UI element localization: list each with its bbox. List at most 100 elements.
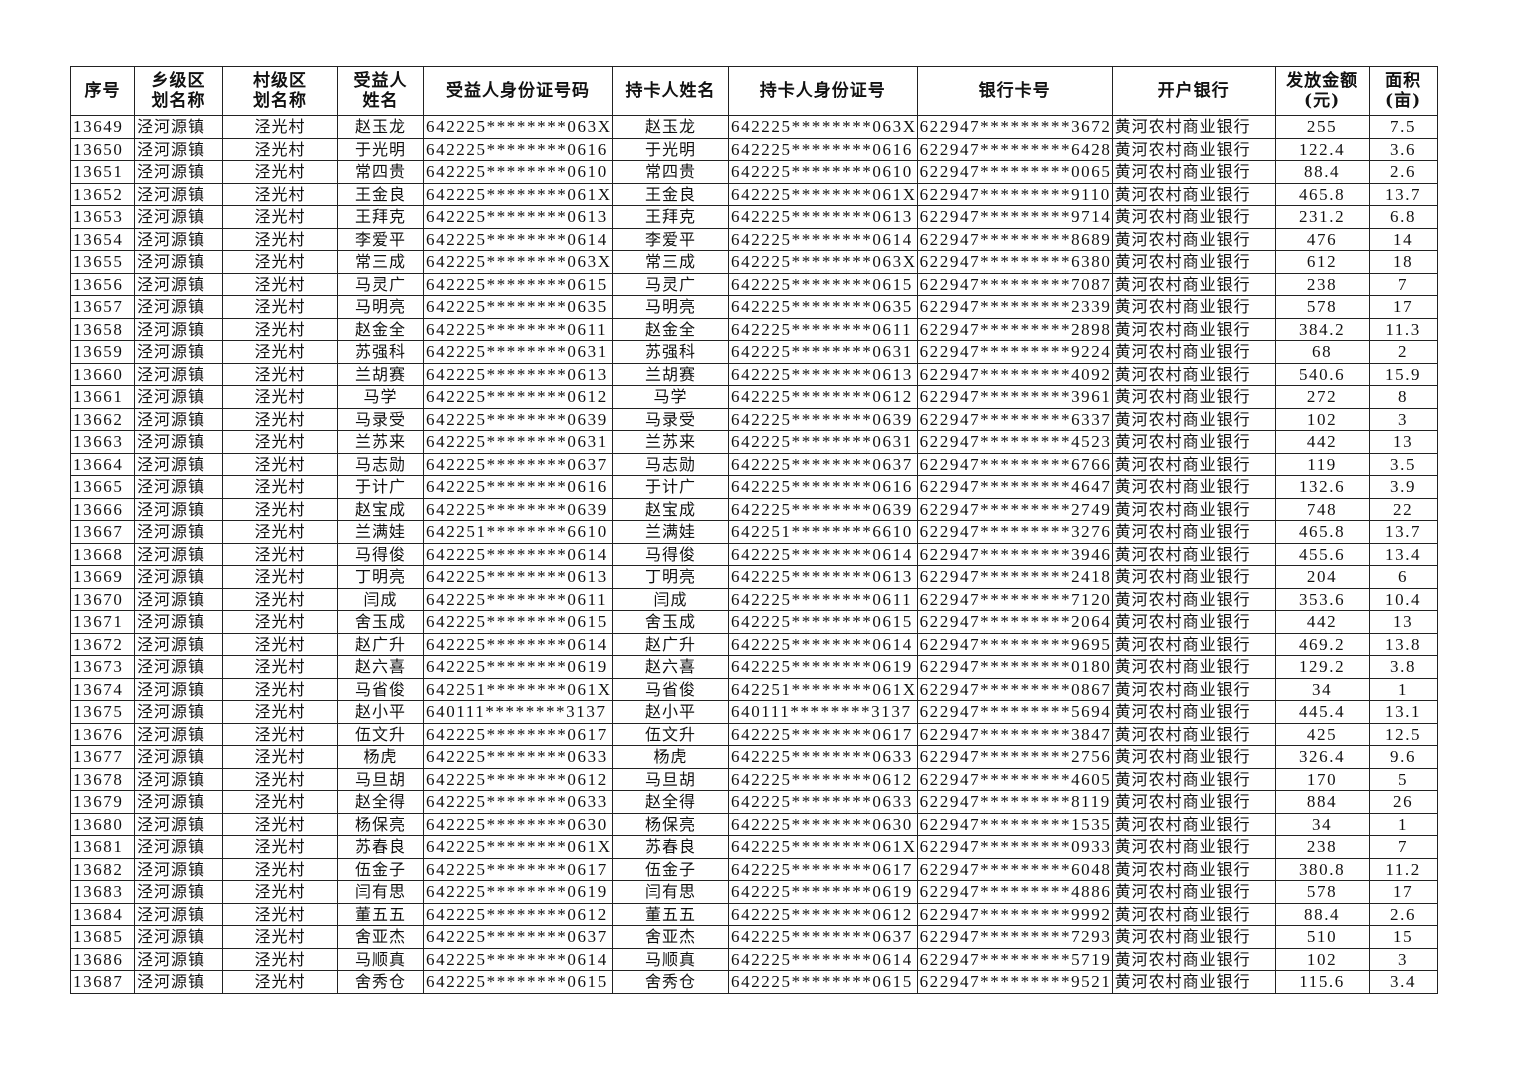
col-village-cell: 泾光村 bbox=[222, 857, 338, 881]
col-area-cell: 3.4 bbox=[1368, 970, 1438, 994]
col-cardholder-id-cell: 642225********0617 bbox=[728, 722, 918, 746]
col-cardholder-id-cell: 642225********0619 bbox=[728, 880, 918, 904]
col-seq-cell: 13656 bbox=[70, 272, 135, 296]
col-bank-cell: 黄河农村商业银行 bbox=[1111, 205, 1276, 229]
col-bank-card-cell: 622947*********7293 bbox=[916, 925, 1113, 949]
col-beneficiary-name-cell: 赵小平 bbox=[337, 700, 424, 724]
col-bank-cell: 黄河农村商业银行 bbox=[1111, 542, 1276, 566]
col-village-cell: 泾光村 bbox=[222, 925, 338, 949]
table-row: 13655 泾河源镇 泾光村 常三成 642225********063X 常三成 6422… bbox=[70, 250, 1438, 274]
col-village-cell: 泾光村 bbox=[222, 632, 338, 656]
col-cardholder-id-cell: 642225********0616 bbox=[728, 475, 918, 499]
col-amount-cell: 442 bbox=[1274, 430, 1370, 454]
col-township-cell: 泾河源镇 bbox=[134, 520, 223, 544]
col-cardholder-id-cell: 642225********0637 bbox=[728, 925, 918, 949]
col-area-cell: 3 bbox=[1368, 947, 1438, 971]
col-bank-card-cell: 622947*********6337 bbox=[916, 407, 1113, 431]
table-row: 13650 泾河源镇 泾光村 于光明 642225********0616 于光明 6422… bbox=[70, 137, 1438, 161]
table-row: 13682 泾河源镇 泾光村 伍金子 642225********0617 伍金子 6422… bbox=[70, 857, 1438, 881]
col-beneficiary-name-cell: 马顺真 bbox=[337, 947, 424, 971]
col-seq-cell: 13687 bbox=[70, 970, 135, 994]
col-area-cell: 17 bbox=[1368, 880, 1438, 904]
col-cardholder-name-cell: 马志勋 bbox=[612, 452, 729, 476]
col-bank-card-cell: 622947*********2339 bbox=[916, 295, 1113, 319]
col-township-cell: 泾河源镇 bbox=[134, 902, 223, 926]
col-cardholder-id-cell: 642225********0614 bbox=[728, 632, 918, 656]
col-amount-cell: 119 bbox=[1274, 452, 1370, 476]
col-village-cell: 泾光村 bbox=[222, 902, 338, 926]
col-cardholder-id-cell: 642225********063X bbox=[728, 250, 918, 274]
col-bank-cell: 黄河农村商业银行 bbox=[1111, 745, 1276, 769]
col-cardholder-id-cell: 642225********0613 bbox=[728, 205, 918, 229]
col-seq-cell: 13675 bbox=[70, 700, 135, 724]
table-row: 13651 泾河源镇 泾光村 常四贵 642225********0610 常四贵 6422… bbox=[70, 160, 1438, 184]
col-area-cell: 13.1 bbox=[1368, 700, 1438, 724]
col-beneficiary-id-cell: 642225********0631 bbox=[423, 430, 613, 454]
table-row: 13667 泾河源镇 泾光村 兰满娃 642251********6610 兰满娃 6422… bbox=[70, 520, 1438, 544]
col-cardholder-name-cell: 舍秀仓 bbox=[612, 970, 729, 994]
table-row: 13676 泾河源镇 泾光村 伍文升 642225********0617 伍文升 6422… bbox=[70, 722, 1438, 746]
col-bank-card-cell: 622947*********4605 bbox=[916, 767, 1113, 791]
table-row: 13683 泾河源镇 泾光村 闫有思 642225********0619 闫有思 6422… bbox=[70, 880, 1438, 904]
col-bank-cell: 黄河农村商业银行 bbox=[1111, 835, 1276, 859]
col-bank-card-cell: 622947*********5694 bbox=[916, 700, 1113, 724]
col-cardholder-name-cell: 赵玉龙 bbox=[612, 115, 729, 139]
col-village-cell: 泾光村 bbox=[222, 610, 338, 634]
col-village-cell: 泾光村 bbox=[222, 542, 338, 566]
col-bank-card-cell: 622947*********3961 bbox=[916, 385, 1113, 409]
col-area-cell: 7.5 bbox=[1368, 115, 1438, 139]
col-cardholder-name-cell: 李爱平 bbox=[612, 227, 729, 251]
col-bank-card-cell: 622947*********2756 bbox=[916, 745, 1113, 769]
col-bank-card-cell: 622947*********2418 bbox=[916, 565, 1113, 589]
col-cardholder-id-cell: 642225********0635 bbox=[728, 295, 918, 319]
col-seq-header: 序号 bbox=[70, 66, 135, 116]
col-beneficiary-name-cell: 马灵广 bbox=[337, 272, 424, 296]
col-bank-card-cell: 622947*********0867 bbox=[916, 677, 1113, 701]
col-bank-cell: 黄河农村商业银行 bbox=[1111, 587, 1276, 611]
col-beneficiary-name-cell: 舍秀仓 bbox=[337, 970, 424, 994]
col-amount-cell: 476 bbox=[1274, 227, 1370, 251]
col-township-cell: 泾河源镇 bbox=[134, 430, 223, 454]
col-seq-cell: 13680 bbox=[70, 812, 135, 836]
col-area-cell: 13 bbox=[1368, 610, 1438, 634]
col-bank-cell: 黄河农村商业银行 bbox=[1111, 182, 1276, 206]
col-bank-cell: 黄河农村商业银行 bbox=[1111, 812, 1276, 836]
col-seq-cell: 13657 bbox=[70, 295, 135, 319]
col-area-cell: 6.8 bbox=[1368, 205, 1438, 229]
col-beneficiary-id-cell: 642225********0639 bbox=[423, 407, 613, 431]
col-amount-cell: 231.2 bbox=[1274, 205, 1370, 229]
col-township-cell: 泾河源镇 bbox=[134, 767, 223, 791]
col-village-cell: 泾光村 bbox=[222, 745, 338, 769]
table-row: 13654 泾河源镇 泾光村 李爱平 642225********0614 李爱平 6422… bbox=[70, 227, 1438, 251]
col-township-cell: 泾河源镇 bbox=[134, 227, 223, 251]
col-bank-card-cell: 622947*********7087 bbox=[916, 272, 1113, 296]
col-beneficiary-id-cell: 642225********0619 bbox=[423, 880, 613, 904]
col-cardholder-name-cell: 闫成 bbox=[612, 587, 729, 611]
col-beneficiary-id-cell: 642225********0612 bbox=[423, 385, 613, 409]
col-cardholder-id-cell: 642225********0612 bbox=[728, 902, 918, 926]
col-beneficiary-id-cell: 642225********0616 bbox=[423, 475, 613, 499]
col-beneficiary-id-cell: 642225********0635 bbox=[423, 295, 613, 319]
col-beneficiary-id-cell: 642225********0630 bbox=[423, 812, 613, 836]
col-seq-cell: 13651 bbox=[70, 160, 135, 184]
col-amount-cell: 425 bbox=[1274, 722, 1370, 746]
col-beneficiary-name-cell: 赵全得 bbox=[337, 790, 424, 814]
col-area-cell: 22 bbox=[1368, 497, 1438, 521]
col-area-cell: 17 bbox=[1368, 295, 1438, 319]
col-cardholder-id-cell: 642225********0639 bbox=[728, 407, 918, 431]
col-cardholder-name-header: 持卡人姓名 bbox=[612, 66, 729, 116]
col-seq-cell: 13669 bbox=[70, 565, 135, 589]
col-township-cell: 泾河源镇 bbox=[134, 677, 223, 701]
col-seq-cell: 13683 bbox=[70, 880, 135, 904]
table-row: 13658 泾河源镇 泾光村 赵金全 642225********0611 赵金全 6422… bbox=[70, 317, 1438, 341]
col-amount-cell: 129.2 bbox=[1274, 655, 1370, 679]
col-beneficiary-id-cell: 642225********0615 bbox=[423, 610, 613, 634]
col-seq-cell: 13671 bbox=[70, 610, 135, 634]
col-beneficiary-name-cell: 赵宝成 bbox=[337, 497, 424, 521]
col-bank-card-cell: 622947*********6380 bbox=[916, 250, 1113, 274]
col-seq-cell: 13650 bbox=[70, 137, 135, 161]
col-beneficiary-id-cell: 642225********0614 bbox=[423, 227, 613, 251]
col-township-cell: 泾河源镇 bbox=[134, 497, 223, 521]
col-cardholder-name-cell: 兰满娃 bbox=[612, 520, 729, 544]
col-cardholder-id-cell: 642225********0611 bbox=[728, 587, 918, 611]
